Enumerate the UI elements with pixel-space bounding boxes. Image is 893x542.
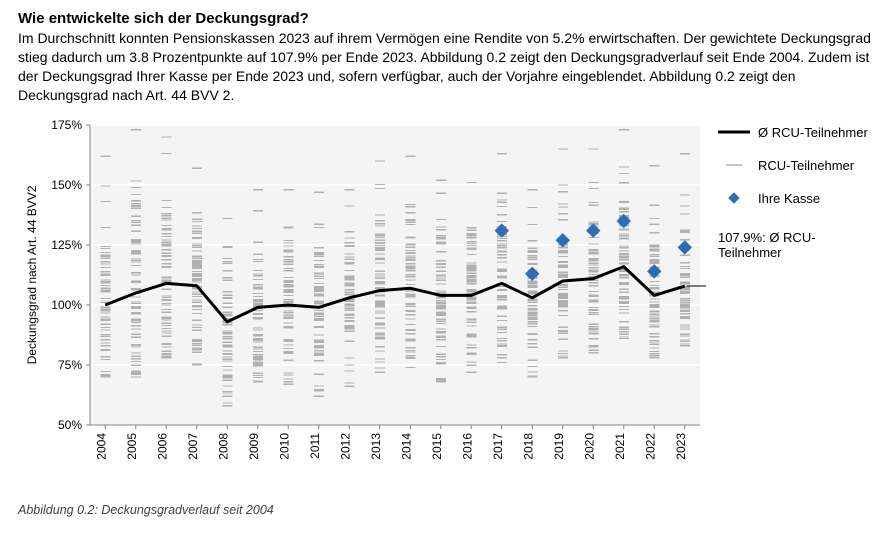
svg-text:2008: 2008: [216, 432, 230, 459]
legend-label: Ø RCU-Teilnehmer: [758, 125, 868, 140]
svg-text:2015: 2015: [430, 432, 444, 459]
svg-text:2012: 2012: [338, 432, 352, 459]
svg-text:2006: 2006: [155, 432, 169, 459]
svg-text:2007: 2007: [186, 432, 200, 459]
legend-label: RCU-Teilnehmer: [758, 158, 854, 173]
svg-text:2017: 2017: [491, 432, 505, 459]
svg-text:2011: 2011: [308, 432, 322, 458]
chart-legend: Ø RCU-Teilnehmer RCU-Teilnehmer Ihre Kasse…: [718, 115, 868, 261]
svg-text:2019: 2019: [552, 432, 566, 459]
legend-item: RCU-Teilnehmer: [718, 158, 868, 173]
svg-text:2022: 2022: [643, 432, 657, 459]
svg-text:2010: 2010: [277, 432, 291, 459]
intro-text: Im Durchschnitt konnten Pensionskassen 2…: [18, 29, 875, 105]
legend-swatch: [718, 191, 750, 205]
legend-item: Ihre Kasse: [718, 191, 868, 206]
legend-item: Ø RCU-Teilnehmer: [718, 125, 868, 140]
svg-text:2013: 2013: [369, 432, 383, 459]
annotation-line2: Teilnehmer: [718, 245, 782, 260]
chart-annotation: 107.9%: Ø RCU- Teilnehmer: [718, 230, 868, 261]
svg-text:2016: 2016: [460, 432, 474, 459]
svg-text:2023: 2023: [674, 432, 688, 459]
chart-container: 50% 75% 100% 125% 150% 175% 2004 2005 2006 2007 20…: [18, 115, 875, 495]
svg-text:50%: 50%: [58, 418, 82, 432]
legend-swatch: [718, 125, 750, 139]
svg-text:2009: 2009: [247, 432, 261, 459]
svg-text:100%: 100%: [51, 298, 82, 312]
svg-text:2020: 2020: [582, 432, 596, 459]
legend-label: Ihre Kasse: [758, 191, 820, 206]
svg-text:2018: 2018: [521, 432, 535, 459]
annotation-line1: 107.9%: Ø RCU-: [718, 230, 816, 245]
figure-caption: Abbildung 0.2: Deckungsgradverlauf seit …: [18, 503, 875, 517]
legend-swatch: [718, 158, 750, 172]
svg-text:2014: 2014: [399, 432, 413, 459]
svg-text:75%: 75%: [58, 358, 82, 372]
svg-text:175%: 175%: [51, 118, 82, 132]
svg-text:2021: 2021: [613, 432, 627, 459]
svg-text:Deckungsgrad nach Art. 44 BVV2: Deckungsgrad nach Art. 44 BVV2: [25, 185, 39, 364]
svg-text:2004: 2004: [94, 432, 108, 459]
svg-text:2005: 2005: [125, 432, 139, 459]
deckungsgrad-chart: 50% 75% 100% 125% 150% 175% 2004 2005 2006 2007 20…: [18, 115, 718, 495]
svg-text:125%: 125%: [51, 238, 82, 252]
svg-text:150%: 150%: [51, 178, 82, 192]
page-title: Wie entwickelte sich der Deckungsgrad?: [18, 10, 875, 27]
